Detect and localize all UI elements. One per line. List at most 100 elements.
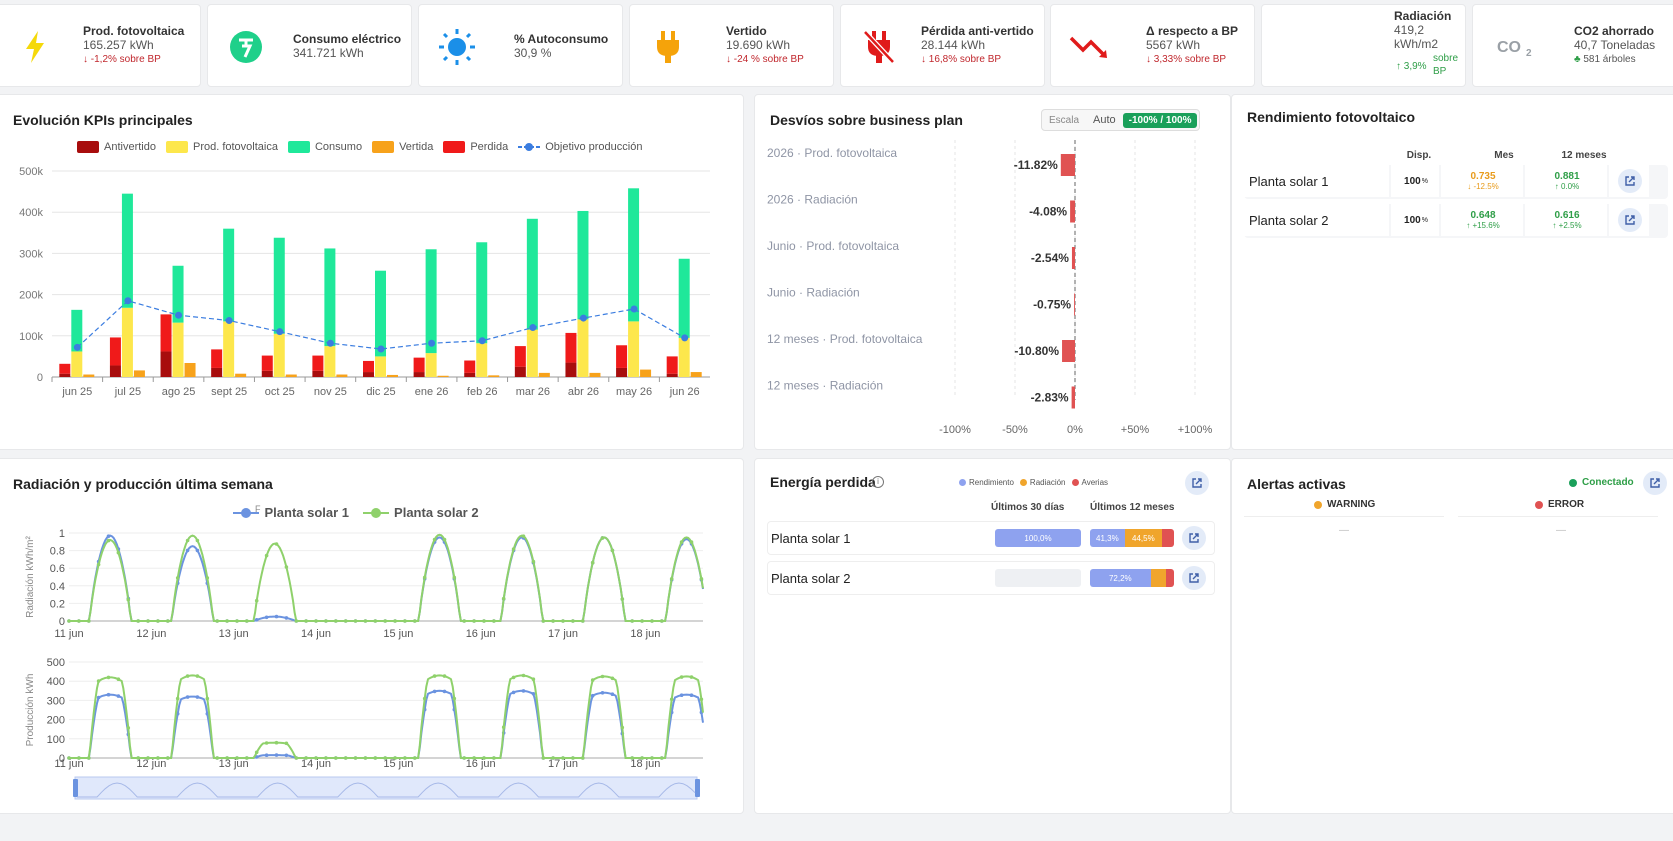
tab-auto[interactable]: Auto xyxy=(1093,114,1116,126)
x-tick-label: nov 25 xyxy=(314,386,347,398)
empty-placeholder: — xyxy=(1556,525,1566,536)
bar-vertida xyxy=(235,373,247,377)
category-label: 12 meses · Prod. fotovoltaica xyxy=(767,332,923,346)
range-navigator[interactable] xyxy=(74,776,698,800)
legend-item[interactable]: Vertida xyxy=(372,141,433,153)
series-point xyxy=(195,695,200,699)
kpi-title: Vertido xyxy=(726,24,767,38)
info-icon[interactable]: i xyxy=(872,476,884,488)
alert-col-error: ERROR xyxy=(1535,499,1584,510)
legend-item[interactable]: Antivertido xyxy=(77,141,156,153)
bar-consumo xyxy=(121,193,133,308)
x-tick-label: 16 jun xyxy=(466,758,496,770)
series-point xyxy=(393,619,397,623)
kpi-card-radiacion[interactable]: Radiación 419,2 kWh/m2 ↑ 3,9% sobre BP xyxy=(1261,4,1466,87)
bar-perdida xyxy=(312,355,324,371)
open-plant-button[interactable] xyxy=(1618,208,1642,232)
weekly-chart: 0 0.2 0.4 0.6 0.8 1 Radiación kWh/m² 11 jun 12 j… xyxy=(25,528,704,800)
kpi-unit: kWh/m2 xyxy=(1394,37,1439,51)
series-point xyxy=(67,756,71,760)
series-point xyxy=(472,756,476,760)
disp-value: 100 xyxy=(1404,214,1421,226)
legend-item[interactable]: F Planta solar 1 xyxy=(233,504,349,520)
tab-escala[interactable]: Escala xyxy=(1049,114,1080,126)
bar-antivertido xyxy=(464,372,476,377)
bar-segment xyxy=(1150,569,1166,587)
deviation-bar xyxy=(1074,293,1075,316)
table-row[interactable]: Planta solar 1 100,0% 41,3% 44,5% xyxy=(767,521,1215,555)
series-point xyxy=(600,674,605,679)
table-row[interactable]: Planta solar 2 72,2% xyxy=(767,561,1215,595)
series-point xyxy=(531,692,536,696)
open-external-button[interactable] xyxy=(1643,471,1667,495)
legend-item[interactable]: Averias xyxy=(1071,478,1108,487)
kpi-delta: 581 árboles xyxy=(1583,54,1636,65)
series-point xyxy=(699,577,704,581)
open-plant-button[interactable] xyxy=(1182,526,1206,550)
series-point xyxy=(106,692,111,697)
x-tick-label: jul 25 xyxy=(114,386,141,398)
series-point xyxy=(403,756,407,760)
kpi-card-vertido[interactable]: Vertido 19.690 kWh ↓ -24 % sobre BP xyxy=(629,4,834,87)
tab-fixed-range[interactable]: -100% / 100% xyxy=(1122,112,1198,128)
series-point xyxy=(274,740,279,745)
legend-item[interactable]: Rendimiento xyxy=(959,478,1014,487)
kpi-card-consumo[interactable]: Consumo eléctrico 341.721 kWh xyxy=(207,4,412,87)
kpi-card-co2[interactable]: CO 2 CO2 ahorrado 40,7 Toneladas ♣ 581 árbo… xyxy=(1472,4,1673,87)
open-plant-button[interactable] xyxy=(1182,566,1206,590)
kpi-card-delta-bp[interactable]: Δ respecto a BP 5567 kWh ↓ 3,33% sobre BP xyxy=(1050,4,1255,87)
x-tick-label: mar 26 xyxy=(516,386,550,398)
svg-text:CO: CO xyxy=(1497,39,1521,56)
bar-consumo xyxy=(526,218,538,330)
table-row[interactable]: Planta solar 2 100% 0.648 ↑ +15.6% 0.616 ↑… xyxy=(1244,204,1668,238)
x-tick-label: may 26 xyxy=(616,386,652,398)
bar-perdida xyxy=(464,360,476,373)
bar-consumo xyxy=(223,228,235,322)
series-point xyxy=(689,540,694,544)
table-row[interactable]: Planta solar 1 100% 0.735 ↓ -12.5% 0.881 ↑… xyxy=(1244,165,1668,199)
legend-item[interactable]: Objetivo producción xyxy=(518,141,642,153)
series-point xyxy=(511,675,516,680)
open-external-button[interactable] xyxy=(1185,471,1209,495)
objetivo-point xyxy=(681,334,689,342)
series-point xyxy=(175,696,180,701)
legend-item[interactable]: Prod. fotovoltaica xyxy=(165,141,278,153)
kpi-card-antivertido[interactable]: Pérdida anti-vertido 28.144 kWh ↓ 16,8% so… xyxy=(840,4,1045,87)
legend-item[interactable]: Planta solar 2 xyxy=(363,505,479,520)
series-point xyxy=(551,619,555,623)
navigator-handle-right[interactable] xyxy=(695,779,700,797)
bar-segment: 41,3% xyxy=(1090,529,1125,547)
bar-prod xyxy=(223,321,235,377)
legend-item[interactable]: Radiación xyxy=(1019,478,1066,487)
series-point xyxy=(561,619,565,623)
legend-item[interactable]: Consumo xyxy=(287,141,362,153)
kpi-card-prod[interactable]: Prod. fotovoltaica 165.257 kWh ↓ -1,2% sob… xyxy=(0,4,201,87)
series-point xyxy=(482,756,486,760)
kpi-delta: -24 % sobre BP xyxy=(733,54,804,65)
series-point xyxy=(294,619,299,623)
bar-perdida xyxy=(261,355,273,371)
series-point xyxy=(511,690,516,695)
series-point xyxy=(383,619,388,623)
deviation-bar xyxy=(1062,340,1075,362)
series-point xyxy=(541,619,546,623)
bar-consumo xyxy=(425,249,437,354)
series-point xyxy=(353,619,358,623)
kpi-value: 28.144 kWh xyxy=(921,38,986,52)
bar-vertida xyxy=(285,374,297,377)
open-plant-button[interactable] xyxy=(1618,169,1642,193)
legend-item[interactable]: Perdida xyxy=(443,141,508,153)
kpi-card-autoconsumo[interactable]: % Autoconsumo 30,9 % xyxy=(418,4,623,87)
series-point xyxy=(314,619,318,623)
bar-consumo xyxy=(375,270,386,357)
y12-cell: 0.616 ↑ +2.5% xyxy=(1525,204,1607,236)
series-point xyxy=(96,562,101,567)
series-point xyxy=(501,725,506,729)
y12-delta: 0.0% xyxy=(1561,182,1580,191)
navigator-handle-left[interactable] xyxy=(73,779,78,797)
bar-prod xyxy=(577,319,589,377)
x-tick-label: -100% xyxy=(939,424,971,436)
bar-antivertido xyxy=(109,365,121,377)
objetivo-point xyxy=(73,343,81,351)
series-point xyxy=(492,619,496,623)
